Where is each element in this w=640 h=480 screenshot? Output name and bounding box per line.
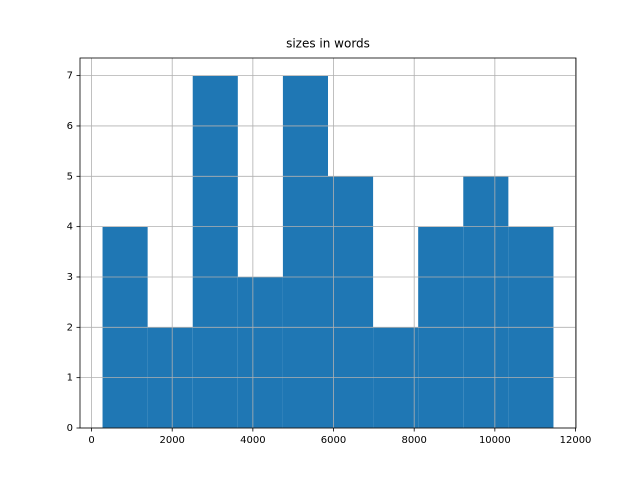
y-tick-label: 2 <box>67 322 73 333</box>
bar <box>282 75 328 428</box>
bar <box>237 276 283 428</box>
y-tick-label: 1 <box>67 373 73 384</box>
y-tick-label: 4 <box>67 222 73 233</box>
x-tick-label: 12000 <box>560 435 592 446</box>
bar <box>192 75 238 428</box>
y-tick-label: 3 <box>67 272 73 283</box>
y-tick-label: 7 <box>67 71 73 82</box>
x-tick-label: 10000 <box>479 435 511 446</box>
x-tick-label: 0 <box>88 435 94 446</box>
y-tick-label: 5 <box>67 171 73 182</box>
x-tick-label: 2000 <box>159 435 184 446</box>
plot-area <box>80 58 576 429</box>
x-tick-label: 4000 <box>240 435 265 446</box>
y-tick-label: 0 <box>67 423 73 434</box>
axes-frame <box>79 57 577 429</box>
bar <box>328 176 374 428</box>
chart-title: sizes in words <box>286 37 370 51</box>
bar <box>463 176 509 428</box>
x-tick-label: 6000 <box>321 435 346 446</box>
y-tick-label: 6 <box>67 121 73 132</box>
x-tick-label: 8000 <box>401 435 426 446</box>
